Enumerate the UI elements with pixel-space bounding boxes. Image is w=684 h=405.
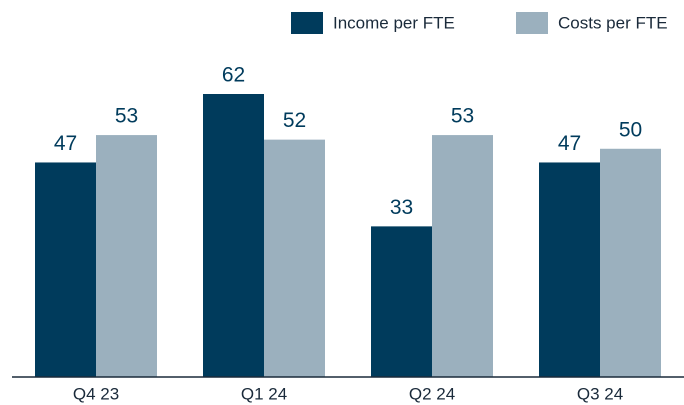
bar: [600, 148, 661, 377]
legend-swatch: [516, 12, 548, 34]
bar: [203, 94, 264, 377]
x-tick-label: Q1 24: [241, 384, 287, 403]
legend-swatch: [291, 12, 323, 34]
data-label: 53: [451, 105, 474, 128]
legend-label: Income per FTE: [333, 13, 455, 32]
x-tick-label: Q2 24: [409, 384, 455, 403]
bar: [35, 162, 96, 377]
data-label: 62: [222, 64, 245, 87]
data-label: 33: [390, 196, 413, 219]
data-label: 47: [54, 132, 77, 155]
bar: [539, 162, 600, 377]
data-label: 47: [558, 132, 581, 155]
x-tick-label: Q3 24: [577, 384, 623, 403]
bar: [371, 226, 432, 377]
data-label: 53: [115, 105, 138, 128]
data-label: 50: [619, 118, 642, 141]
x-tick-label: Q4 23: [73, 384, 119, 403]
legend-label: Costs per FTE: [558, 13, 668, 32]
bar: [264, 139, 325, 377]
bar: [432, 135, 493, 377]
bar: [96, 135, 157, 377]
data-label: 52: [283, 109, 306, 132]
